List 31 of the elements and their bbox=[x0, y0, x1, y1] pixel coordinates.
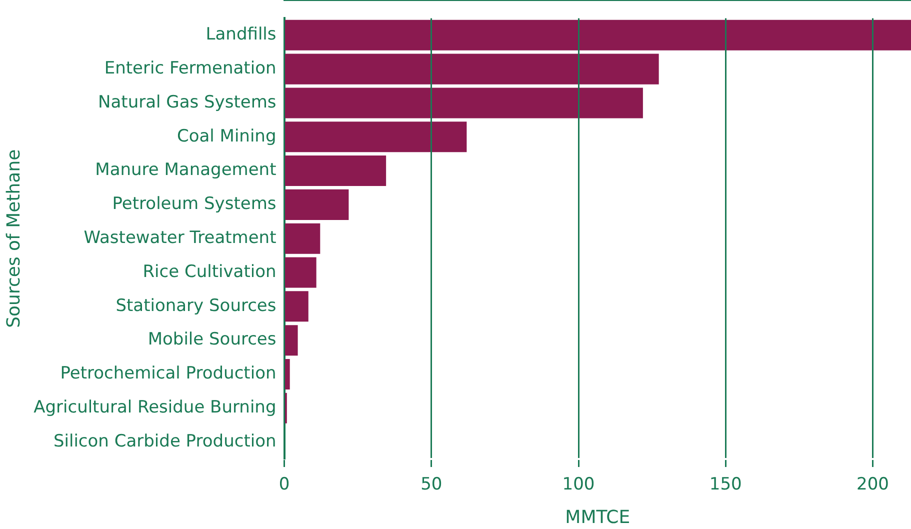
bar bbox=[285, 358, 290, 390]
bar bbox=[285, 257, 316, 288]
x-axis-title: MMTCE bbox=[565, 506, 630, 528]
y-tick-label: Stationary Sources bbox=[116, 296, 276, 316]
bar bbox=[285, 20, 911, 50]
x-tick-label: 150 bbox=[709, 474, 742, 495]
bar bbox=[285, 122, 467, 152]
y-tick-label: Petroleum Systems bbox=[112, 194, 276, 214]
y-tick-label: Manure Management bbox=[95, 160, 277, 180]
y-tick-label: Coal Mining bbox=[176, 126, 276, 146]
bar bbox=[285, 189, 349, 220]
bar bbox=[285, 156, 386, 186]
bar bbox=[285, 291, 308, 322]
y-tick-label: Landfills bbox=[206, 24, 276, 45]
bar bbox=[285, 54, 659, 84]
bar bbox=[285, 223, 320, 254]
y-tick-label: Petrochemical Production bbox=[60, 364, 276, 384]
bar bbox=[285, 325, 298, 356]
y-tick-label: Natural Gas Systems bbox=[98, 92, 276, 112]
y-axis-title: Sources of Methane bbox=[3, 149, 24, 328]
x-tick-label: 50 bbox=[420, 474, 442, 495]
x-tick-label: 100 bbox=[562, 474, 595, 495]
x-tick-label: 0 bbox=[278, 474, 290, 495]
y-tick-label: Mobile Sources bbox=[148, 330, 276, 350]
y-tick-label: Rice Cultivation bbox=[142, 262, 276, 282]
x-tick-label: 200 bbox=[856, 474, 889, 495]
bar bbox=[285, 88, 643, 118]
y-tick-label: Wastewater Treatment bbox=[84, 228, 277, 248]
y-tick-label: Silicon Carbide Production bbox=[53, 431, 276, 452]
y-tick-label: Agricultural Residue Burning bbox=[34, 398, 276, 418]
y-tick-label: Enteric Fermenation bbox=[104, 58, 276, 78]
